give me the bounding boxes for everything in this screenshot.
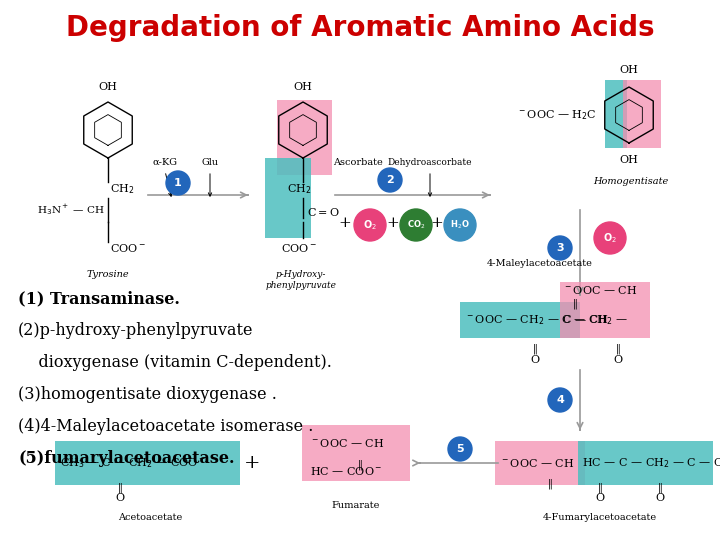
Bar	[605, 80, 627, 148]
Text: H$_3$N$^+$ — CH: H$_3$N$^+$ — CH	[37, 202, 105, 218]
Text: CH$_2$: CH$_2$	[287, 182, 311, 196]
Circle shape	[548, 236, 572, 260]
Circle shape	[378, 168, 402, 192]
Text: Glu: Glu	[202, 158, 219, 167]
Text: +: +	[244, 454, 260, 472]
Text: (3)homogentisate dioxygenase .: (3)homogentisate dioxygenase .	[18, 386, 277, 403]
Bar	[460, 302, 580, 338]
Text: HC — C — CH$_2$ — C — CH$_2$ — COO$^-$: HC — C — CH$_2$ — C — CH$_2$ — COO$^-$	[582, 456, 720, 470]
Text: CH$_3$ — C — CH$_2$ — COO$^-$: CH$_3$ — C — CH$_2$ — COO$^-$	[60, 456, 206, 470]
Circle shape	[594, 222, 626, 254]
Text: Dehydroascorbate: Dehydroascorbate	[388, 158, 472, 167]
Text: Tyrosine: Tyrosine	[86, 270, 130, 279]
Text: $\|$: $\|$	[547, 477, 553, 491]
Bar	[560, 282, 650, 338]
Bar	[277, 100, 332, 175]
Bar	[495, 441, 585, 485]
Text: O: O	[613, 355, 623, 365]
Text: (4)4-Maleylacetoacetate isomerase .: (4)4-Maleylacetoacetate isomerase .	[18, 418, 313, 435]
Text: 2: 2	[386, 175, 394, 185]
Bar	[302, 425, 410, 481]
Text: O: O	[655, 493, 665, 503]
Text: 5: 5	[456, 444, 464, 454]
Bar	[265, 158, 311, 238]
Text: $\|$: $\|$	[657, 481, 663, 495]
Text: O: O	[115, 493, 125, 503]
Text: $^-$OOC — CH$_2$ — C — CH$_2$ —: $^-$OOC — CH$_2$ — C — CH$_2$ —	[465, 313, 628, 327]
Text: 3: 3	[556, 243, 564, 253]
Circle shape	[448, 437, 472, 461]
Text: 4-Maleylacetoacetate: 4-Maleylacetoacetate	[487, 259, 593, 268]
Text: OH: OH	[294, 82, 312, 92]
Text: $\|$: $\|$	[572, 297, 577, 311]
Text: O$_2$: O$_2$	[363, 218, 377, 232]
Text: $^-$OOC — CH: $^-$OOC — CH	[310, 437, 384, 449]
Text: CO$_2$: CO$_2$	[407, 219, 426, 231]
Circle shape	[400, 209, 432, 241]
Text: Degradation of Aromatic Amino Acids: Degradation of Aromatic Amino Acids	[66, 14, 654, 42]
Text: $\|$: $\|$	[117, 481, 123, 495]
Text: Acetoacetate: Acetoacetate	[118, 513, 182, 522]
Text: HC — COO$^-$: HC — COO$^-$	[310, 465, 382, 477]
Text: O: O	[595, 493, 605, 503]
Text: (5)fumarylacetoacetase.: (5)fumarylacetoacetase.	[18, 450, 235, 467]
Circle shape	[444, 209, 476, 241]
Text: OH: OH	[620, 65, 639, 75]
Bar	[55, 441, 240, 485]
Text: $\|$: $\|$	[532, 342, 538, 356]
Text: COO$^-$: COO$^-$	[281, 242, 317, 254]
Text: COO$^-$: COO$^-$	[110, 242, 146, 254]
Text: OH: OH	[99, 82, 117, 92]
Text: CH$_2$: CH$_2$	[110, 182, 135, 196]
Text: $\|$: $\|$	[357, 458, 363, 472]
Text: O$_2$: O$_2$	[603, 231, 617, 245]
Text: α-KG: α-KG	[153, 158, 178, 167]
Text: 4: 4	[556, 395, 564, 405]
Text: Fumarate: Fumarate	[332, 501, 380, 510]
Circle shape	[548, 388, 572, 412]
Text: +: +	[431, 216, 444, 230]
Text: $^-$OOC — CH: $^-$OOC — CH	[563, 284, 637, 296]
Text: dioxygenase (vitamin C-dependent).: dioxygenase (vitamin C-dependent).	[18, 354, 332, 371]
Text: 1: 1	[174, 178, 182, 188]
Text: Ascorbate: Ascorbate	[333, 158, 383, 167]
Text: p-Hydroxy-
phenylpyruvate: p-Hydroxy- phenylpyruvate	[266, 270, 336, 290]
Text: $\|$: $\|$	[597, 481, 603, 495]
Text: $^-$OOC — CH: $^-$OOC — CH	[500, 457, 575, 469]
Circle shape	[354, 209, 386, 241]
Text: (1) Transaminase.: (1) Transaminase.	[18, 290, 180, 307]
Text: C$=$O: C$=$O	[307, 206, 340, 218]
Text: H$_2$O: H$_2$O	[450, 219, 470, 231]
Bar	[623, 80, 661, 148]
Text: C — CH: C — CH	[563, 315, 608, 325]
Text: $\|$: $\|$	[615, 342, 621, 356]
Text: $^-$OOC — H$_2$C: $^-$OOC — H$_2$C	[517, 108, 597, 122]
Text: O: O	[531, 355, 539, 365]
Text: +: +	[387, 216, 400, 230]
Text: Homogentisate: Homogentisate	[593, 177, 669, 186]
Bar	[578, 441, 713, 485]
Circle shape	[166, 171, 190, 195]
Text: OH: OH	[620, 155, 639, 165]
Text: (2)p-hydroxy-phenylpyruvate: (2)p-hydroxy-phenylpyruvate	[18, 322, 253, 339]
Text: 4-Fumarylacetoacetate: 4-Fumarylacetoacetate	[543, 513, 657, 522]
Text: +: +	[338, 216, 351, 230]
